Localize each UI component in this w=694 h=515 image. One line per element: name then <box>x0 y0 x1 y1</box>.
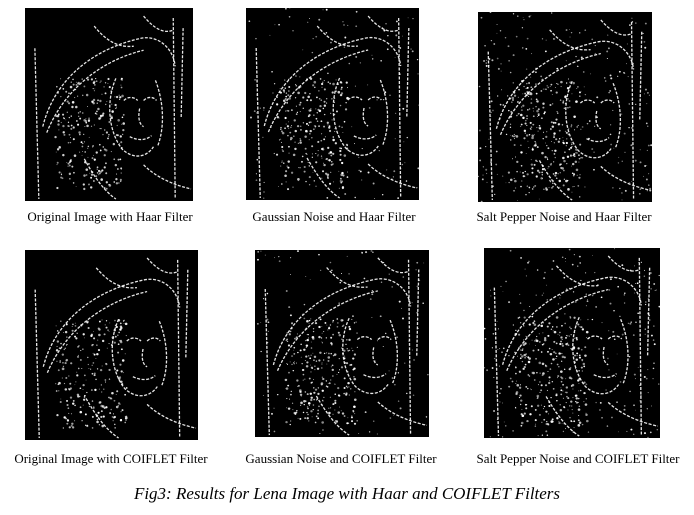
panel-label: Salt Pepper Noise and COIFLET Filter <box>476 451 680 466</box>
edge-image-gaussian-haar <box>246 8 419 200</box>
edge-map <box>484 248 660 438</box>
figure-caption: Fig3: Results for Lena Image with Haar a… <box>133 484 561 503</box>
edge-image-saltpepper-haar <box>478 12 652 202</box>
edge-map <box>248 8 419 200</box>
edge-map <box>256 250 429 436</box>
panel-label: Gaussian Noise and Haar Filter <box>252 209 416 224</box>
edge-map <box>478 12 652 202</box>
panel-label: Original Image with Haar Filter <box>27 209 193 224</box>
edge-image-original-haar <box>25 8 193 201</box>
edge-map <box>34 257 197 439</box>
edge-image-original-coiflet <box>25 250 198 440</box>
edge-image-saltpepper-coiflet <box>484 248 660 438</box>
panel-label: Original Image with COIFLET Filter <box>14 451 208 466</box>
panel-label: Salt Pepper Noise and Haar Filter <box>476 209 652 224</box>
edge-image-gaussian-coiflet <box>255 250 429 437</box>
edge-map <box>34 15 192 200</box>
panel-label: Gaussian Noise and COIFLET Filter <box>245 451 437 466</box>
